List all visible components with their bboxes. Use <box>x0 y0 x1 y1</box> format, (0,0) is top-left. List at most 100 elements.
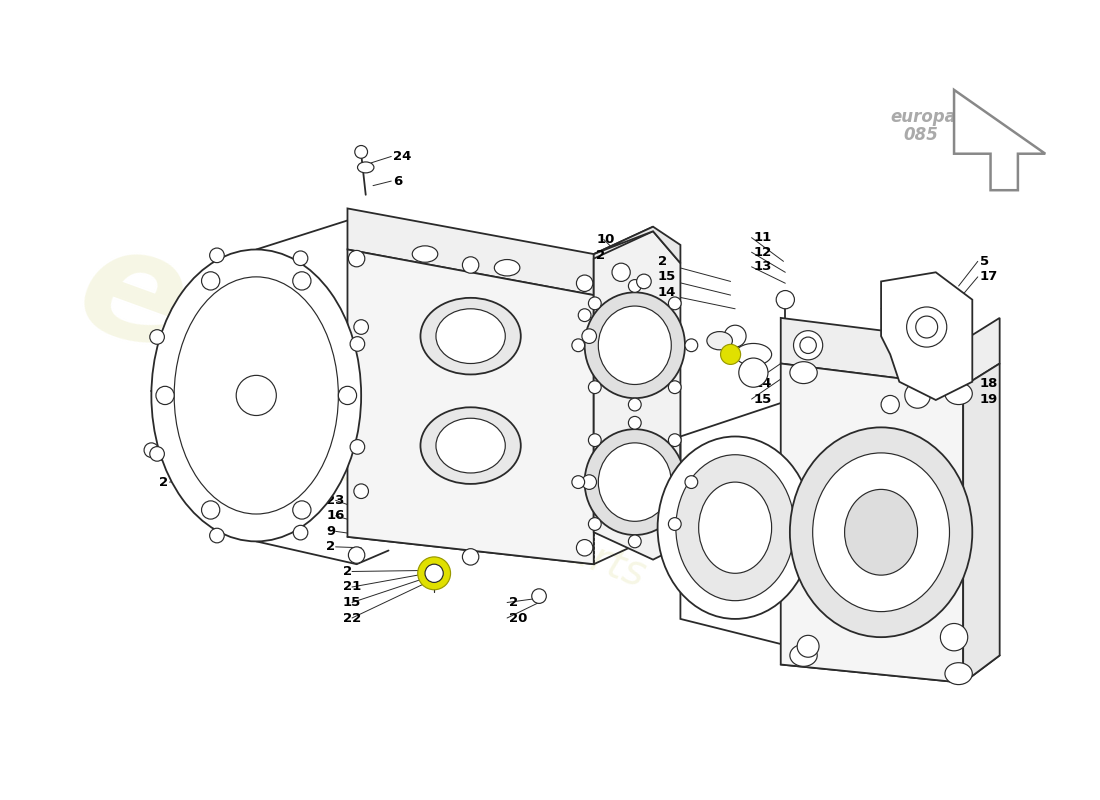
Ellipse shape <box>150 446 164 461</box>
Ellipse shape <box>739 358 768 387</box>
Ellipse shape <box>628 535 641 548</box>
Text: 17: 17 <box>980 270 998 283</box>
Ellipse shape <box>698 482 771 574</box>
Ellipse shape <box>350 337 365 351</box>
Ellipse shape <box>777 290 794 309</box>
Ellipse shape <box>813 453 949 612</box>
Ellipse shape <box>349 547 365 563</box>
Ellipse shape <box>152 250 361 542</box>
Polygon shape <box>594 231 681 560</box>
Text: 24: 24 <box>393 150 411 163</box>
Text: 6: 6 <box>393 174 403 187</box>
Ellipse shape <box>790 645 817 666</box>
Ellipse shape <box>144 443 158 458</box>
Ellipse shape <box>210 528 224 543</box>
Ellipse shape <box>420 298 520 374</box>
Ellipse shape <box>798 635 820 658</box>
Ellipse shape <box>293 272 311 290</box>
Ellipse shape <box>358 162 374 173</box>
Text: 15: 15 <box>754 393 771 406</box>
Ellipse shape <box>584 292 685 398</box>
Ellipse shape <box>579 309 591 322</box>
Ellipse shape <box>576 539 593 556</box>
Text: europarcs: europarcs <box>890 108 984 126</box>
Ellipse shape <box>720 344 740 365</box>
Ellipse shape <box>945 662 972 685</box>
Ellipse shape <box>354 484 368 498</box>
Ellipse shape <box>584 429 685 535</box>
Polygon shape <box>594 226 681 263</box>
Ellipse shape <box>881 395 900 414</box>
Ellipse shape <box>576 275 593 291</box>
Polygon shape <box>954 90 1045 190</box>
Text: 2: 2 <box>158 475 168 489</box>
Text: 7: 7 <box>158 434 168 447</box>
Text: europarcs: europarcs <box>58 210 920 645</box>
Ellipse shape <box>724 326 746 347</box>
Ellipse shape <box>800 337 816 354</box>
Ellipse shape <box>425 564 443 582</box>
Ellipse shape <box>588 434 602 446</box>
Ellipse shape <box>156 386 174 405</box>
Ellipse shape <box>462 257 478 274</box>
Ellipse shape <box>845 490 917 575</box>
Ellipse shape <box>906 307 947 347</box>
Ellipse shape <box>669 434 681 446</box>
Ellipse shape <box>339 386 356 405</box>
Text: 14: 14 <box>754 377 772 390</box>
Ellipse shape <box>588 297 602 310</box>
Text: 9: 9 <box>327 525 336 538</box>
Text: 2: 2 <box>596 250 606 262</box>
Ellipse shape <box>588 381 602 394</box>
Text: 2: 2 <box>658 255 667 268</box>
Text: 19: 19 <box>980 393 998 406</box>
Ellipse shape <box>707 331 733 350</box>
Ellipse shape <box>685 339 697 352</box>
Ellipse shape <box>354 320 368 334</box>
Ellipse shape <box>412 246 438 262</box>
Ellipse shape <box>462 549 478 565</box>
Text: 20: 20 <box>509 611 527 625</box>
Ellipse shape <box>940 623 968 651</box>
Text: 2: 2 <box>327 540 336 554</box>
Ellipse shape <box>905 382 931 408</box>
Text: 1: 1 <box>158 380 168 393</box>
Ellipse shape <box>735 343 771 366</box>
Text: 8: 8 <box>158 451 168 464</box>
Ellipse shape <box>572 339 584 352</box>
Ellipse shape <box>628 417 641 429</box>
Ellipse shape <box>418 557 451 590</box>
Text: 2: 2 <box>509 596 518 609</box>
Ellipse shape <box>790 427 972 637</box>
Ellipse shape <box>201 272 220 290</box>
Ellipse shape <box>915 316 937 338</box>
Ellipse shape <box>355 146 367 158</box>
Ellipse shape <box>685 476 697 489</box>
Ellipse shape <box>494 259 520 276</box>
Ellipse shape <box>582 329 596 343</box>
Ellipse shape <box>420 407 520 484</box>
Polygon shape <box>781 363 964 682</box>
Polygon shape <box>594 226 653 528</box>
Text: 11: 11 <box>754 231 771 244</box>
Text: 12: 12 <box>754 246 771 258</box>
Text: 15: 15 <box>658 270 675 283</box>
Ellipse shape <box>572 476 584 489</box>
Ellipse shape <box>174 277 339 514</box>
Text: 4: 4 <box>158 343 168 356</box>
Polygon shape <box>348 250 594 564</box>
Text: 10: 10 <box>596 233 615 246</box>
Ellipse shape <box>669 297 681 310</box>
Ellipse shape <box>658 437 813 619</box>
Ellipse shape <box>150 330 164 344</box>
Polygon shape <box>781 318 1000 386</box>
Text: 085: 085 <box>904 126 938 145</box>
Ellipse shape <box>637 274 651 289</box>
Ellipse shape <box>294 251 308 266</box>
Ellipse shape <box>531 589 547 603</box>
Ellipse shape <box>628 279 641 292</box>
Text: 14: 14 <box>658 286 676 299</box>
Ellipse shape <box>349 250 365 267</box>
Text: 22: 22 <box>343 611 361 625</box>
Ellipse shape <box>293 501 311 519</box>
